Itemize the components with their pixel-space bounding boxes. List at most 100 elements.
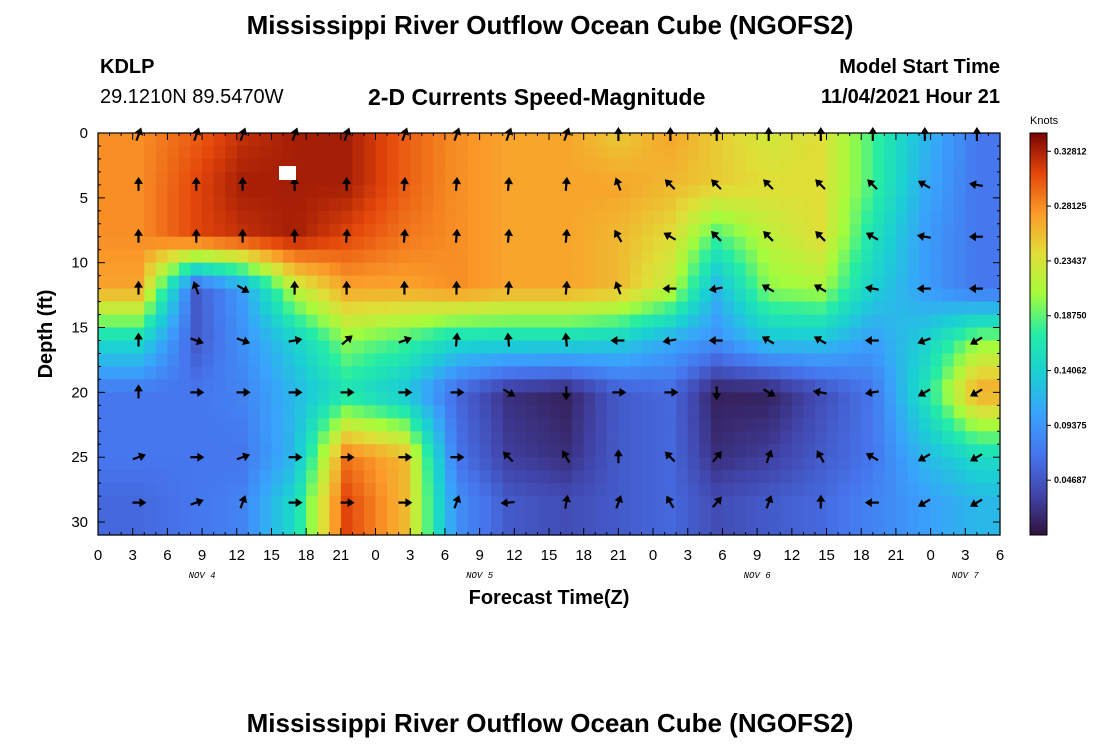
heatmap-cell xyxy=(514,496,527,510)
heatmap-cell xyxy=(121,496,134,510)
heatmap-cell xyxy=(283,509,296,523)
heatmap-cell xyxy=(583,210,596,225)
heatmap-cells xyxy=(98,133,1001,536)
heatmap-cell xyxy=(306,431,319,445)
heatmap-cell xyxy=(202,405,215,419)
heatmap-cell xyxy=(861,509,874,523)
heatmap-cell xyxy=(109,418,122,432)
heatmap-cell xyxy=(745,288,758,303)
heatmap-cell xyxy=(433,158,446,173)
current-arrow xyxy=(340,498,355,508)
heatmap-cell xyxy=(259,405,273,419)
heatmap-cell xyxy=(629,301,643,316)
heatmap-cell xyxy=(699,314,712,329)
arrow-head xyxy=(295,498,303,508)
heatmap-cell xyxy=(826,457,839,471)
heatmap-cell xyxy=(583,145,596,160)
current-arrow xyxy=(816,450,825,463)
heatmap-cell xyxy=(525,145,539,160)
heatmap-cell xyxy=(421,236,434,251)
heatmap-cell xyxy=(468,171,481,186)
heatmap-cell xyxy=(687,457,700,471)
heatmap-cell xyxy=(525,327,539,342)
heatmap-cell xyxy=(641,184,654,199)
x-tick-label: 12 xyxy=(506,547,523,564)
arrow-shaft xyxy=(818,390,827,395)
arrow-head xyxy=(561,280,571,288)
heatmap-cell xyxy=(271,275,284,290)
heatmap-cell xyxy=(491,353,504,368)
heatmap-cell xyxy=(791,133,805,147)
x-tick-label: 6 xyxy=(163,547,171,564)
heatmap-cell xyxy=(572,496,585,510)
arrow-shaft xyxy=(714,234,722,242)
heatmap-cell xyxy=(780,133,793,147)
heatmap-cell xyxy=(757,158,770,173)
current-arrow xyxy=(664,451,676,463)
heatmap-cell xyxy=(734,418,747,432)
current-arrow xyxy=(864,388,879,398)
heatmap-cell xyxy=(849,223,862,238)
heatmap-cell xyxy=(861,158,874,173)
heatmap-cell xyxy=(618,509,631,523)
heatmap-cell xyxy=(468,262,481,277)
heatmap-cell xyxy=(514,275,527,290)
heatmap-cell xyxy=(849,158,862,173)
heatmap-cell xyxy=(225,327,238,342)
heatmap-cell xyxy=(953,405,966,419)
heatmap-cell xyxy=(745,184,758,199)
heatmap-cell xyxy=(202,171,215,186)
heatmap-cell xyxy=(259,210,273,225)
heatmap-cell xyxy=(225,223,238,238)
heatmap-cell xyxy=(213,236,226,251)
heatmap-cell xyxy=(167,379,180,393)
heatmap-cell xyxy=(895,483,909,497)
heatmap-cell xyxy=(398,249,411,264)
heatmap-cell xyxy=(537,249,550,264)
heatmap-cell xyxy=(803,392,816,406)
heatmap-cell xyxy=(317,340,330,355)
heatmap-cell xyxy=(803,171,816,186)
arrow-shaft xyxy=(190,500,199,506)
heatmap-cell xyxy=(734,366,747,380)
heatmap-cell xyxy=(537,483,550,497)
heatmap-cell xyxy=(294,184,307,199)
heatmap-cell xyxy=(710,145,724,160)
heatmap-cell xyxy=(930,171,943,186)
heatmap-cell xyxy=(259,262,273,277)
heatmap-cell xyxy=(942,418,955,432)
heatmap-cell xyxy=(525,509,539,523)
current-arrow xyxy=(340,452,355,462)
heatmap-cell xyxy=(109,223,122,238)
current-arrow xyxy=(400,228,409,243)
heatmap-cell xyxy=(479,496,492,510)
heatmap-cell xyxy=(745,145,758,160)
arrow-head xyxy=(619,387,627,397)
arrow-head xyxy=(764,449,774,458)
heatmap-cell xyxy=(803,249,816,264)
heatmap-cell xyxy=(433,431,446,445)
heatmap-cell xyxy=(745,236,758,251)
heatmap-cell xyxy=(537,522,550,536)
heatmap-cell xyxy=(410,184,423,199)
current-arrow xyxy=(191,176,201,191)
heatmap-cell xyxy=(491,522,504,536)
current-arrow xyxy=(969,180,983,190)
heatmap-cell xyxy=(433,197,446,212)
heatmap-cell xyxy=(907,288,920,303)
heatmap-cell xyxy=(155,275,168,290)
arrow-head xyxy=(671,387,679,397)
heatmap-cell xyxy=(167,366,180,380)
current-arrow xyxy=(610,336,625,345)
heatmap-cell xyxy=(98,301,111,316)
heatmap-cell xyxy=(699,431,712,445)
heatmap-cell xyxy=(317,483,330,497)
arrow-shaft xyxy=(974,453,983,460)
heatmap-cell xyxy=(398,392,411,406)
x-tick-label: 0 xyxy=(649,547,657,564)
heatmap-cell xyxy=(768,145,781,160)
heatmap-cell xyxy=(329,288,342,303)
heatmap-cell xyxy=(98,483,111,497)
heatmap-cell xyxy=(329,483,342,497)
heatmap-cell xyxy=(283,470,296,484)
